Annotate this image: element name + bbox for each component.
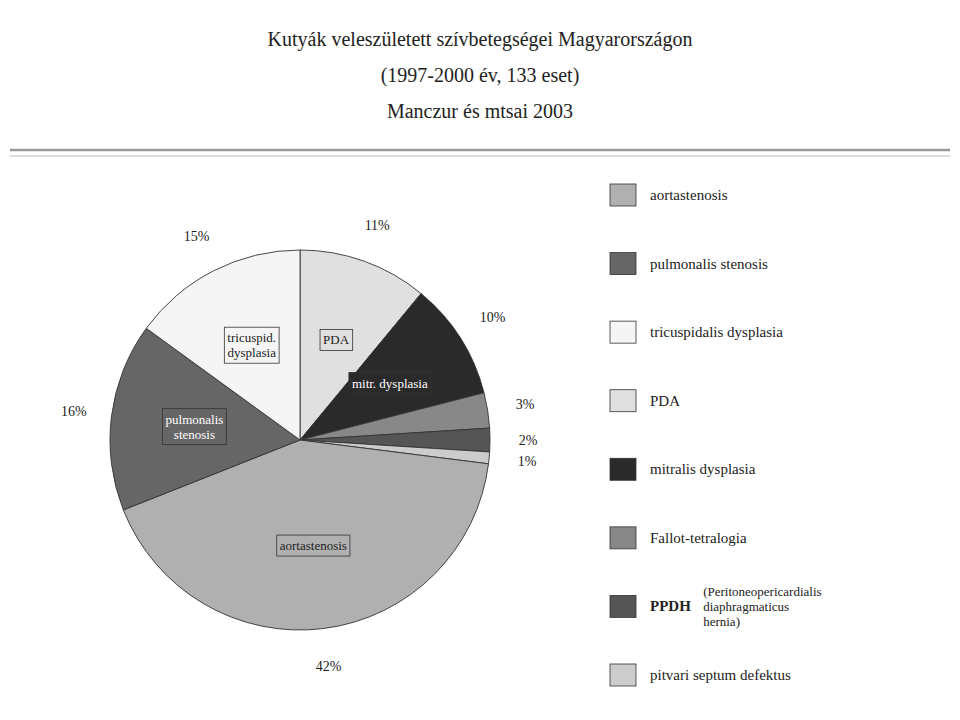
data-label: 42% (316, 659, 342, 674)
pie: 11% 10% 3% 2% 1% 42% 16% 15% PDA mitr. dysplasia a… (61, 218, 538, 674)
slice-label-box (224, 327, 279, 363)
data-label: 16% (61, 404, 87, 419)
slice-label-box (163, 409, 227, 445)
legend-swatch (610, 390, 636, 412)
legend-swatch (610, 321, 636, 343)
slice-label: mitr. dysplasia (352, 375, 428, 390)
title-rule (10, 156, 950, 157)
legend-description: (Peritoneopericardialisdiaphragmaticushe… (703, 584, 821, 629)
legend-swatch (610, 664, 636, 686)
legend-label: pitvari septum defektus (650, 667, 791, 683)
slice-label-group: aortastenosis (277, 535, 350, 556)
slice-label: pulmonalisstenosis (166, 412, 224, 442)
legend-label: mitralis dysplasia (650, 461, 756, 477)
chart: Kutyák veleszületett szívbetegségei Magy… (0, 0, 960, 720)
legend-item: pitvari septum defektus (610, 664, 791, 686)
legend-label: PPDH (650, 598, 691, 614)
slice-label-box (320, 329, 353, 350)
legend: aortastenosis pulmonalis stenosis tricuspi… (610, 184, 822, 686)
legend-item: aortastenosis (610, 184, 728, 206)
legend-item: tricuspidalis dysplasia (610, 321, 783, 343)
slice-label: tricuspid.dysplasia (227, 330, 276, 360)
legend-label: aortastenosis (650, 187, 728, 203)
legend-swatch (610, 458, 636, 480)
legend-item: mitralis dysplasia (610, 458, 756, 480)
legend-swatch (610, 253, 636, 275)
slice-label: PDA (323, 332, 350, 347)
slice-label-group: pulmonalisstenosis (163, 409, 227, 445)
data-label: 11% (365, 218, 390, 233)
legend-item: PPDH (Peritoneopericardialisdiaphragmatic… (610, 584, 822, 629)
slice-label-group: mitr. dysplasia (349, 372, 431, 393)
slice-label-group: PDA (320, 329, 353, 350)
legend-item: PDA (610, 390, 680, 412)
title: Manczur és mtsai 2003 (387, 100, 573, 122)
data-label: 1% (518, 454, 537, 469)
legend-label: Fallot-tetralogia (650, 530, 747, 546)
legend-item: Fallot-tetralogia (610, 527, 747, 549)
legend-swatch (610, 595, 636, 617)
title: Kutyák veleszületett szívbetegségei Magy… (268, 28, 693, 51)
legend-label: pulmonalis stenosis (650, 256, 768, 272)
legend-label: PDA (650, 393, 680, 409)
title-rule (10, 149, 950, 152)
data-label: 10% (480, 310, 506, 325)
legend-swatch (610, 184, 636, 206)
title: (1997-2000 év, 133 eset) (381, 64, 580, 87)
data-label: 3% (516, 397, 535, 412)
pie-slice (146, 250, 300, 440)
legend-label: tricuspidalis dysplasia (650, 324, 783, 340)
slice-label-group: tricuspid.dysplasia (224, 327, 279, 363)
legend-swatch (610, 527, 636, 549)
legend-item: pulmonalis stenosis (610, 253, 768, 275)
slice-label-box (349, 372, 431, 393)
data-label: 2% (519, 433, 538, 448)
slice-label: aortastenosis (280, 538, 347, 553)
data-label: 15% (184, 229, 210, 244)
slice-label-box (277, 535, 350, 556)
